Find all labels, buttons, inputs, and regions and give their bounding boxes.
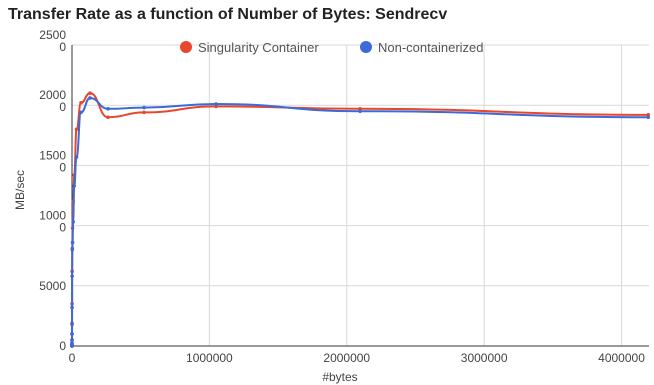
series-group: [70, 91, 651, 348]
legend-label: Non-containerized: [378, 40, 484, 55]
series-line-singularity: [71, 92, 649, 347]
y-tick-label: 2500: [39, 28, 66, 42]
legend: Singularity Container Non-containerized: [180, 40, 484, 55]
data-point: [142, 110, 146, 115]
data-point: [74, 155, 79, 159]
data-point: [70, 305, 74, 310]
data-point: [70, 322, 74, 327]
data-point: [74, 127, 79, 132]
chart-title: Transfer Rate as a function of Number of…: [8, 6, 448, 23]
data-point: [70, 338, 74, 342]
data-point: [72, 184, 77, 188]
x-tick-label: 3000000: [461, 351, 508, 365]
legend-marker: [180, 41, 192, 53]
data-point: [70, 341, 74, 345]
data-point: [88, 96, 92, 100]
data-point: [70, 332, 74, 336]
data-point: [646, 115, 651, 120]
data-point: [106, 107, 110, 111]
y-tick-label: 2000: [39, 88, 66, 102]
grid-lines: [71, 44, 649, 347]
data-point: [71, 220, 75, 224]
x-tick-label: 1000000: [186, 351, 233, 365]
data-point: [142, 105, 146, 110]
y-tick-label: 0: [59, 40, 66, 54]
data-point: [70, 274, 74, 278]
data-point: [106, 115, 110, 120]
x-axis-label: #bytes: [322, 370, 357, 384]
y-tick-label: 0: [59, 339, 66, 353]
series-line-non-containerized: [71, 96, 649, 347]
data-point: [214, 102, 218, 106]
data-point: [88, 91, 92, 95]
y-tick-label: 0: [59, 160, 66, 174]
data-point: [70, 240, 75, 245]
x-tick-label: 4000000: [598, 351, 645, 365]
data-point: [358, 109, 362, 114]
x-tick-label: 0: [69, 351, 76, 365]
axes: [71, 45, 649, 347]
x-tick-label: 2000000: [323, 351, 370, 365]
y-tick-label: 5000: [39, 279, 66, 293]
y-axis-label: MB/sec: [13, 170, 27, 210]
legend-marker: [360, 41, 372, 53]
y-tick-label: 1000: [39, 209, 66, 223]
legend-label: Singularity Container: [198, 40, 319, 55]
y-tick-label: 0: [59, 100, 66, 114]
data-point: [79, 110, 83, 115]
data-point: [70, 247, 75, 252]
y-tick-label: 1500: [39, 148, 66, 162]
data-point: [79, 100, 83, 105]
y-tick-label: 0: [59, 221, 66, 235]
